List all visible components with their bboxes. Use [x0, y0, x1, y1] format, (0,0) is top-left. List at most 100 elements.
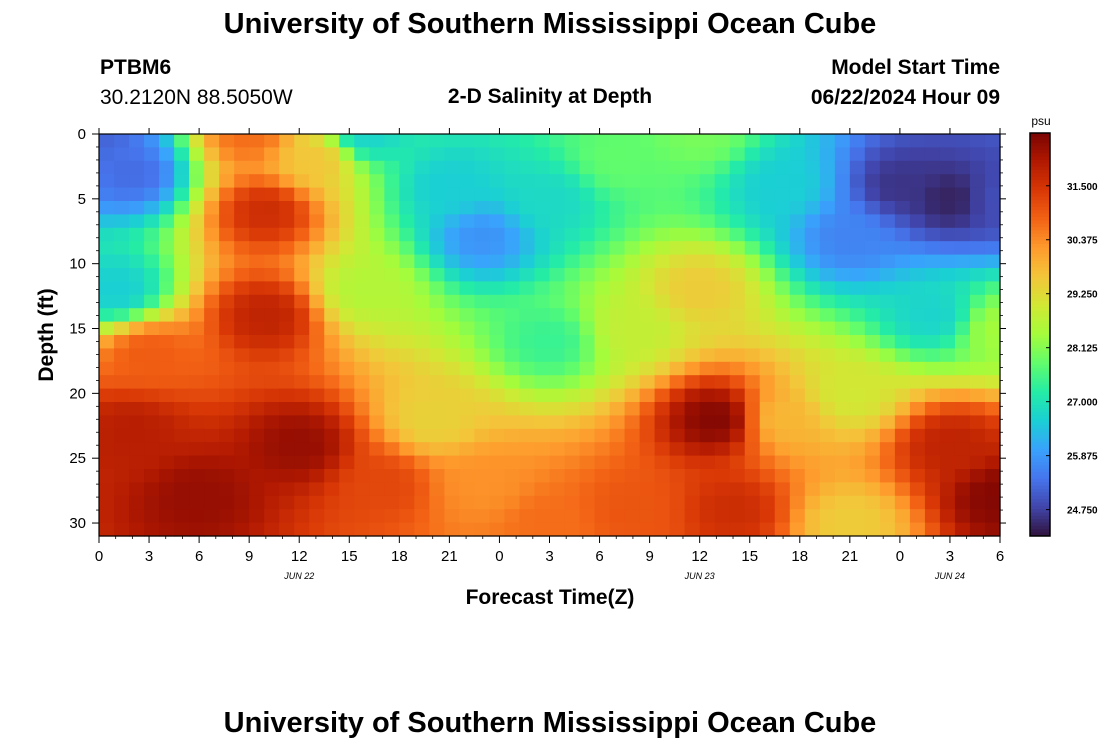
heatmap-cell [969, 402, 986, 416]
heatmap-cell [924, 442, 941, 457]
heatmap-cell [804, 402, 821, 416]
heatmap-cell [729, 241, 746, 256]
heatmap-cell [429, 455, 445, 470]
heatmap-cell [639, 227, 656, 242]
heatmap-cell [939, 375, 956, 390]
heatmap-cell [249, 134, 265, 148]
heatmap-cell [954, 308, 971, 323]
heatmap-cell [579, 294, 596, 309]
heatmap-cell [684, 361, 701, 376]
heatmap-cell [399, 335, 415, 349]
heatmap-cell [444, 308, 460, 323]
heatmap-cell [549, 214, 566, 229]
heatmap-cell [519, 402, 536, 416]
colorbar-segment [1030, 478, 1050, 483]
heatmap-cell [429, 254, 445, 269]
heatmap-cell [159, 495, 175, 510]
heatmap-cell [879, 415, 896, 430]
heatmap-cell [969, 268, 986, 282]
colorbar-segment [1030, 371, 1050, 376]
heatmap-cell [834, 509, 851, 524]
heatmap-cell [894, 268, 911, 282]
heatmap-cell [534, 361, 551, 376]
heatmap-cell [234, 134, 250, 148]
heatmap-cell [234, 147, 250, 162]
heatmap-cell [504, 214, 521, 229]
heatmap-cell [294, 227, 310, 242]
heatmap-cell [984, 134, 1001, 148]
heatmap-cell [609, 147, 626, 162]
heatmap-cell [234, 254, 250, 269]
heatmap-cell [114, 174, 130, 189]
heatmap-cell [864, 268, 881, 282]
heatmap-cell [474, 482, 491, 497]
heatmap-cell [519, 321, 536, 336]
heatmap-cell [894, 134, 911, 148]
heatmap-cell [939, 455, 956, 470]
heatmap-cell [114, 294, 130, 309]
heatmap-cell [984, 415, 1001, 430]
heatmap-cell [279, 321, 295, 336]
heatmap-cell [204, 402, 220, 416]
heatmap-cell [654, 294, 671, 309]
colorbar-label: 28.125 [1067, 344, 1098, 355]
heatmap-cell [309, 281, 325, 296]
heatmap-cell [609, 294, 626, 309]
heatmap-cell [729, 415, 746, 430]
heatmap-cell [534, 321, 551, 336]
heatmap-cell [714, 361, 731, 376]
heatmap-cell [384, 482, 400, 497]
heatmap-cell [639, 455, 656, 470]
heatmap-cell [174, 428, 190, 443]
heatmap-cell [474, 495, 491, 510]
heatmap-cell [99, 241, 115, 256]
heatmap-cell [339, 147, 355, 162]
heatmap-cell [129, 455, 145, 470]
heatmap-cell [294, 348, 310, 363]
heatmap-cell [789, 174, 806, 189]
heatmap-cell [519, 375, 536, 390]
heatmap-cell [864, 415, 881, 430]
heatmap-cell [99, 482, 115, 497]
heatmap-cell [144, 281, 160, 296]
heatmap-cell [339, 254, 355, 269]
heatmap-cell [459, 294, 476, 309]
heatmap-cell [804, 482, 821, 497]
heatmap-cell [144, 415, 160, 430]
heatmap-cell [354, 402, 370, 416]
heatmap-cell [444, 294, 460, 309]
colorbar-segment [1030, 505, 1050, 510]
heatmap-cell [909, 335, 926, 349]
heatmap-cell [369, 281, 385, 296]
heatmap-cell [939, 227, 956, 242]
heatmap-cell [504, 294, 521, 309]
heatmap-cell [114, 308, 130, 323]
heatmap-cell [189, 160, 205, 175]
heatmap-cell [399, 495, 415, 510]
heatmap-cell [279, 455, 295, 470]
heatmap-cell [804, 428, 821, 443]
heatmap-cell [354, 509, 370, 524]
colorbar-segment [1030, 310, 1050, 315]
heatmap-cell [234, 294, 250, 309]
heatmap-cell [669, 187, 686, 202]
heatmap-cell [174, 415, 190, 430]
heatmap-cell [804, 308, 821, 323]
heatmap-cell [684, 442, 701, 457]
heatmap-cell [99, 509, 115, 524]
heatmap-cell [879, 388, 896, 403]
heatmap-cell [789, 294, 806, 309]
heatmap-cell [834, 241, 851, 256]
heatmap-cell [699, 415, 716, 430]
heatmap-cell [519, 268, 536, 282]
heatmap-cell [684, 174, 701, 189]
heatmap-cell [639, 174, 656, 189]
heatmap-cell [639, 495, 656, 510]
heatmap-cell [924, 201, 941, 215]
heatmap-cell [189, 214, 205, 229]
heatmap-cell [384, 294, 400, 309]
y-tick-label: 15 [69, 321, 86, 338]
heatmap-cell [549, 321, 566, 336]
heatmap-cell [129, 335, 145, 349]
heatmap-cell [159, 147, 175, 162]
